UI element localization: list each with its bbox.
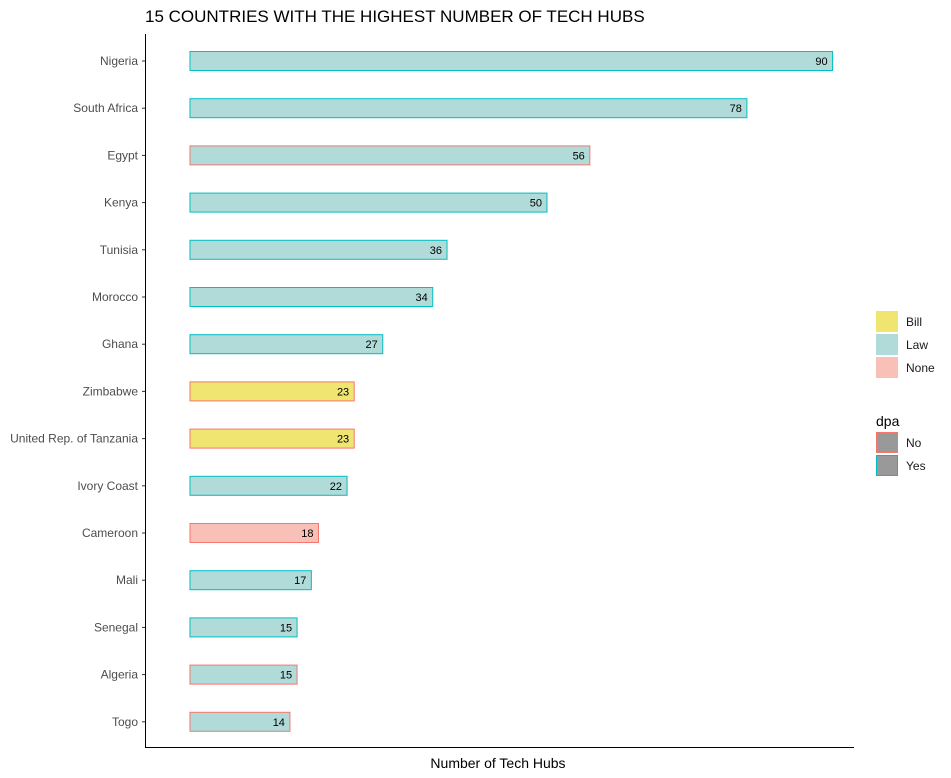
data-label: 50: [530, 198, 542, 210]
y-tick-label: United Rep. of Tanzania: [10, 432, 138, 446]
bar-togo: [189, 711, 291, 732]
data-label: 56: [573, 150, 585, 162]
y-tick-label: Zimbabwe: [83, 384, 139, 398]
data-label: 90: [815, 56, 827, 68]
legend-swatch-none: [876, 357, 898, 378]
data-label: 78: [730, 103, 742, 115]
data-label: 34: [415, 292, 427, 304]
legend-label-none: None: [906, 361, 935, 375]
y-tick-label: Morocco: [92, 290, 138, 304]
dpa-label-no: No: [906, 436, 922, 450]
data-label: 22: [330, 481, 342, 493]
bar-kenya: [189, 192, 548, 213]
bar-senegal: [189, 617, 298, 638]
bar-egypt: [189, 145, 591, 166]
y-tick-label: Nigeria: [100, 54, 138, 68]
legend-swatch-law: [876, 334, 898, 355]
chart-title: 15 COUNTRIES WITH THE HIGHEST NUMBER OF …: [145, 7, 645, 26]
data-label: 15: [280, 670, 292, 682]
bar-united-rep-of-tanzania: [189, 428, 355, 449]
legend-swatch-bill: [876, 311, 898, 332]
bar-nigeria: [189, 51, 834, 71]
dpa-legend: No Yes: [876, 432, 926, 476]
dpa-swatch-yes: [876, 455, 898, 476]
data-label: 23: [337, 434, 349, 446]
bar-cameroon: [189, 523, 320, 543]
bar-zimbabwe: [189, 381, 355, 402]
y-tick-label: Tunisia: [100, 243, 139, 257]
y-tick-label: Algeria: [101, 668, 139, 682]
data-label: 23: [337, 386, 349, 398]
y-tick-label: Senegal: [94, 620, 138, 634]
y-tick-label: Mali: [116, 573, 138, 587]
data-label: 18: [301, 528, 313, 540]
plot-area: 90 Nigeria 78 South Africa 56 Egypt 50 Kenya 36 T…: [10, 51, 834, 732]
data-label: 15: [280, 622, 292, 634]
bar-mali: [189, 570, 312, 591]
y-tick-label: Cameroon: [82, 526, 138, 540]
data-label: 14: [273, 717, 285, 729]
bar-ghana: [189, 334, 384, 355]
data-label: 36: [430, 245, 442, 257]
y-tick-label: Egypt: [107, 148, 138, 162]
bar-south-africa: [189, 98, 748, 119]
bar-morocco: [189, 287, 434, 307]
data-label: 17: [294, 575, 306, 587]
y-tick-label: Ivory Coast: [77, 479, 138, 493]
y-tick-label: Kenya: [104, 196, 138, 210]
legend-label-bill: Bill: [906, 315, 922, 329]
dpa-label-yes: Yes: [906, 459, 926, 473]
fill-legend: Bill Law None: [876, 311, 935, 378]
y-tick-label: Ghana: [102, 337, 138, 351]
bar-algeria: [189, 664, 298, 685]
y-tick-label: Togo: [112, 715, 138, 729]
data-label: 27: [366, 339, 378, 351]
dpa-legend-title: dpa: [876, 413, 900, 429]
dpa-swatch-no: [876, 432, 898, 453]
bar-tunisia: [189, 239, 448, 260]
y-tick-label: South Africa: [73, 101, 138, 115]
x-axis-title: Number of Tech Hubs: [430, 755, 565, 771]
bar-ivory-coast: [189, 475, 348, 496]
legend-label-law: Law: [906, 338, 928, 352]
